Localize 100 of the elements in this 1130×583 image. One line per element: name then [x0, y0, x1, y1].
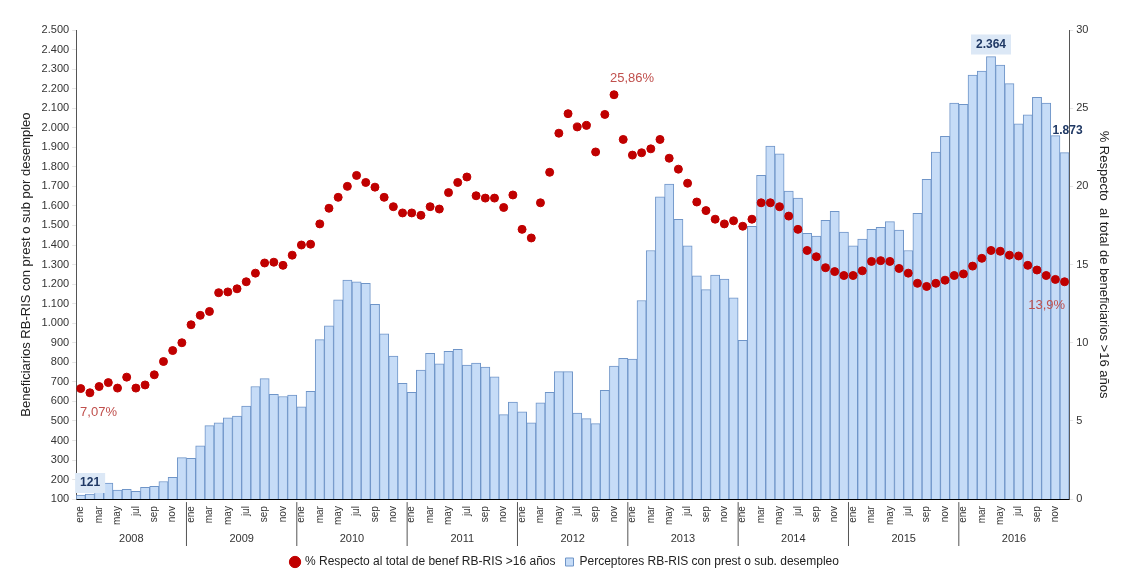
x-tick-label: sep	[589, 505, 601, 523]
y2-tick-label: 0	[1076, 492, 1083, 505]
text: 2009	[229, 531, 254, 544]
y-tick-label: 700	[50, 374, 70, 387]
x-tick-label: jul	[902, 506, 914, 518]
x-tick-label: may	[773, 506, 785, 526]
y-tick-label: 100	[50, 492, 70, 505]
y-tick-label: 600	[50, 394, 70, 407]
text: 2016	[1001, 531, 1027, 544]
x-tick-label: sep	[148, 505, 160, 523]
y-tick-label: 2.100	[41, 101, 70, 114]
y-tick-label: 500	[50, 413, 70, 426]
x-tick-label: may	[442, 506, 454, 526]
x-tick-label: jul	[350, 506, 362, 518]
x-tick-label: mar	[313, 505, 325, 524]
x-tick-label: mar	[754, 505, 766, 524]
x-tick-label: jul	[129, 506, 141, 518]
x-tick-label: mar	[534, 505, 546, 524]
data-label: 13,9%	[1028, 297, 1066, 313]
y-axis-title: Beneficiarios RB-RIS con prest o sub por desempleo	[18, 112, 34, 417]
x-tick-label: jul	[1012, 506, 1024, 518]
y-tick-label: 1.000	[41, 316, 70, 329]
x-tick-label: may	[552, 506, 564, 526]
x-tick-label: ene	[295, 505, 307, 523]
y-tick-label: 2.400	[41, 42, 70, 55]
y2-axis-title: % Respecto al total de beneficiarios >16 años	[1096, 130, 1112, 399]
x-tick-label: nov	[938, 506, 950, 523]
y-tick-label: 300	[50, 453, 70, 466]
x-tick-label: ene	[184, 505, 196, 523]
y-tick-label: 1.500	[41, 218, 70, 231]
x-tick-label: nov	[607, 506, 619, 523]
y-tick-label: 1.900	[41, 140, 70, 153]
y2-tick-label: 20	[1076, 179, 1089, 192]
y-tick-label: 1.700	[41, 179, 70, 192]
y-tick-label: 800	[50, 355, 70, 368]
data-label: 2.364	[975, 36, 1007, 51]
x-tick-label: ene	[957, 505, 969, 523]
x-tick-label: nov	[718, 506, 730, 523]
x-tick-label: mar	[203, 505, 215, 524]
y-tick-label: 200	[50, 472, 70, 485]
text: 2012	[560, 531, 585, 544]
x-tick-label: jul	[791, 506, 803, 518]
x-tick-label: mar	[423, 505, 435, 524]
x-tick-label: sep	[258, 505, 270, 523]
x-tick-label: jul	[239, 506, 251, 518]
legend-label: % Respecto al total de benef RB-RIS >16 años	[305, 554, 556, 569]
text: 2008	[119, 531, 144, 544]
y2-tick-label: 15	[1076, 257, 1089, 270]
x-tick-label: ene	[405, 505, 417, 523]
x-tick-label: nov	[828, 506, 840, 523]
y2-tick-label: 25	[1076, 101, 1089, 114]
x-tick-label: sep	[1030, 505, 1042, 523]
y-tick-label: 2.000	[41, 120, 70, 133]
x-tick-label: nov	[276, 506, 288, 523]
x-tick-label: mar	[865, 505, 877, 524]
x-tick-label: mar	[975, 505, 987, 524]
x-tick-label: mar	[644, 505, 656, 524]
y2-tick-label: 5	[1076, 413, 1083, 426]
x-tick-label: may	[221, 506, 233, 526]
x-tick-label: may	[662, 506, 674, 526]
data-label: 25,86%	[610, 70, 655, 86]
x-tick-label: ene	[736, 505, 748, 523]
x-tick-label: ene	[74, 505, 86, 523]
x-tick-label: ene	[626, 505, 638, 523]
x-tick-label: nov	[166, 506, 178, 523]
x-tick-label: sep	[479, 505, 491, 523]
y-tick-label: 1.300	[41, 257, 70, 270]
y-tick-label: 1.400	[41, 238, 70, 251]
y-tick-label: 900	[50, 335, 70, 348]
x-tick-label: sep	[699, 505, 711, 523]
data-label: 7,07%	[80, 404, 118, 420]
x-tick-label: sep	[810, 505, 822, 523]
y-tick-label: 2.300	[41, 62, 70, 75]
x-tick-label: nov	[497, 506, 509, 523]
x-tick-label: sep	[368, 505, 380, 523]
data-label: 121	[80, 475, 101, 490]
text: 2010	[339, 531, 365, 544]
x-tick-label: may	[331, 506, 343, 526]
x-tick-label: may	[883, 506, 895, 526]
x-tick-label: sep	[920, 505, 932, 523]
y-tick-label: 2.500	[41, 23, 70, 36]
text: 2013	[670, 531, 696, 544]
x-tick-label: jul	[460, 506, 472, 518]
text: 2015	[891, 531, 916, 544]
x-tick-label: ene	[515, 505, 527, 523]
y-tick-label: 1.800	[41, 159, 70, 172]
y2-tick-label: 10	[1076, 335, 1089, 348]
x-tick-label: ene	[846, 505, 858, 523]
x-tick-label: jul	[681, 506, 693, 518]
y-tick-label: 1.100	[41, 296, 70, 309]
x-tick-label: nov	[1049, 506, 1061, 523]
x-tick-label: nov	[387, 506, 399, 523]
y-tick-label: 1.600	[41, 198, 70, 211]
y-tick-label: 2.200	[41, 81, 70, 94]
x-tick-label: may	[111, 506, 123, 526]
text: 2014	[781, 531, 806, 544]
y-tick-label: 1.200	[41, 277, 70, 290]
text: 2011	[450, 531, 475, 544]
legend-label: Perceptores RB-RIS con prest o sub. desempleo	[579, 554, 840, 569]
x-tick-label: jul	[570, 506, 582, 518]
